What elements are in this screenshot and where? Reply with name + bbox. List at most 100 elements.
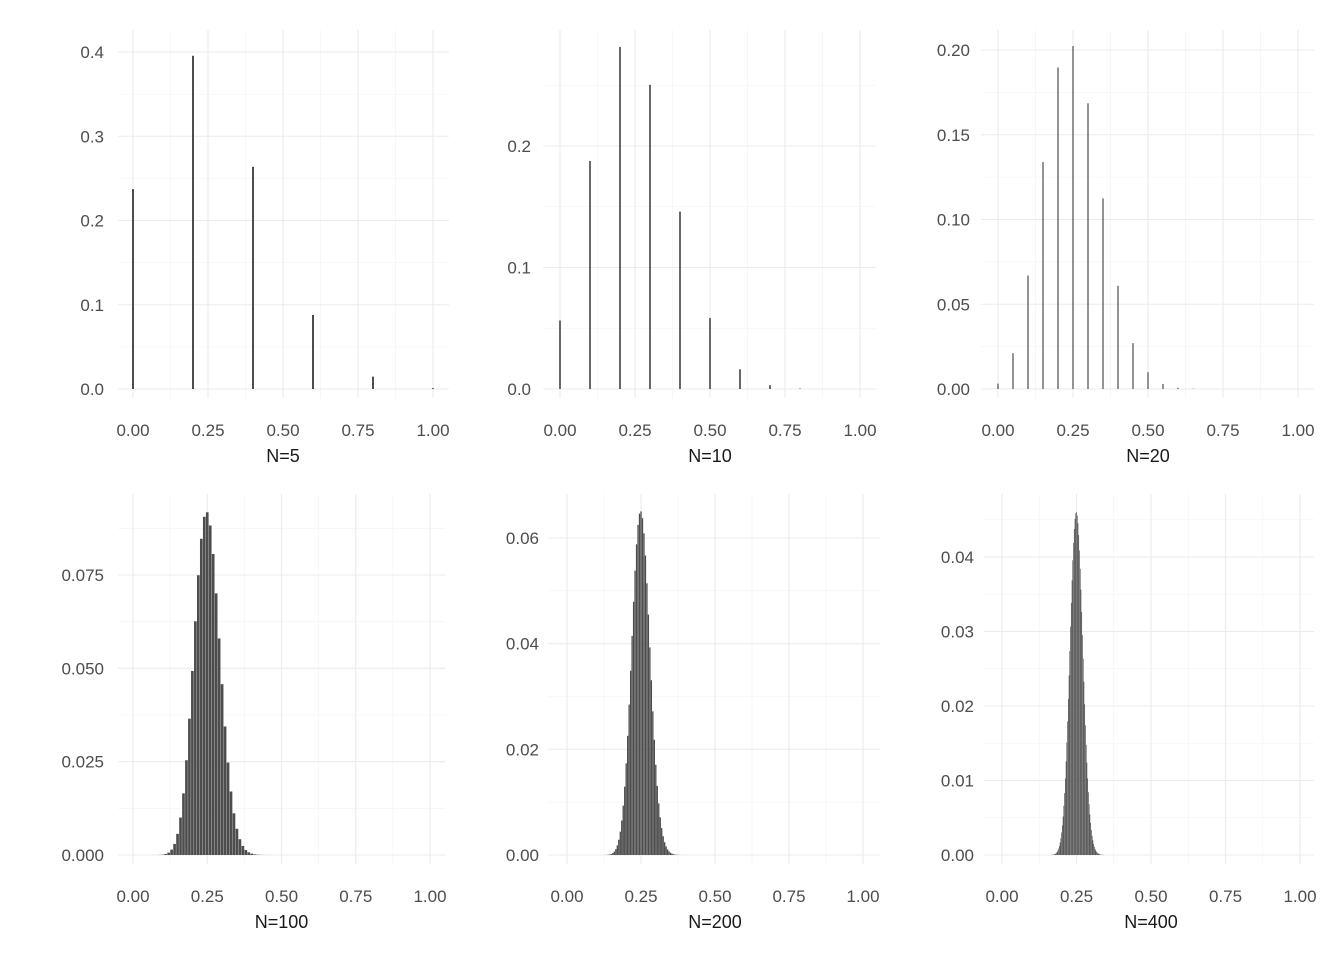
bar bbox=[192, 55, 194, 389]
y-tick-label: 0.06 bbox=[506, 529, 539, 548]
y-tick-labels: 0.00 0.02 0.04 0.06 bbox=[506, 529, 539, 865]
bar bbox=[649, 84, 651, 390]
bar bbox=[640, 511, 642, 855]
bar bbox=[1092, 840, 1094, 855]
bar bbox=[1056, 852, 1057, 855]
y-tick-label: 0.000 bbox=[61, 846, 104, 865]
bar bbox=[1093, 843, 1094, 855]
bar bbox=[1102, 198, 1104, 389]
bar bbox=[1061, 832, 1062, 855]
y-tick-label: 0.10 bbox=[937, 211, 970, 230]
bar bbox=[666, 849, 669, 855]
bar bbox=[658, 803, 660, 855]
bar bbox=[372, 376, 374, 389]
bar bbox=[164, 854, 168, 855]
bar bbox=[1076, 515, 1078, 855]
x-tick-label: 0.50 bbox=[265, 887, 298, 906]
bar bbox=[1079, 550, 1080, 855]
y-tick-label: 0.075 bbox=[61, 566, 104, 585]
bar bbox=[709, 318, 711, 389]
bar bbox=[238, 839, 242, 855]
bar bbox=[1090, 822, 1091, 855]
y-tick-label: 0.00 bbox=[941, 846, 974, 865]
grid bbox=[984, 494, 1314, 864]
bar bbox=[208, 525, 212, 855]
bar bbox=[621, 820, 623, 855]
y-tick-label: 0.00 bbox=[506, 846, 539, 865]
bar bbox=[662, 836, 664, 855]
grid bbox=[118, 494, 445, 864]
bar bbox=[1091, 829, 1092, 855]
bar bbox=[220, 684, 224, 855]
x-tick-label: 0.75 bbox=[768, 421, 801, 440]
bar bbox=[624, 786, 626, 855]
x-tick-labels: 0.00 0.25 0.50 0.75 1.00 bbox=[543, 421, 876, 440]
bar bbox=[1076, 512, 1077, 855]
bars bbox=[604, 511, 681, 855]
bar bbox=[1100, 854, 1101, 855]
bar bbox=[631, 635, 633, 855]
bar bbox=[627, 735, 629, 855]
bar bbox=[1065, 761, 1067, 855]
y-tick-label: 0.1 bbox=[80, 296, 104, 315]
bar bbox=[613, 851, 616, 855]
bar bbox=[1062, 816, 1064, 855]
bar bbox=[1058, 848, 1059, 855]
bar bbox=[1075, 513, 1077, 855]
y-tick-label: 0.3 bbox=[80, 127, 104, 146]
y-tick-label: 0.2 bbox=[80, 212, 104, 231]
bar bbox=[643, 533, 645, 855]
bar bbox=[618, 839, 620, 855]
bar bbox=[188, 718, 191, 855]
y-tick-label: 0.05 bbox=[937, 295, 970, 314]
y-tick-labels: 0.0 0.1 0.2 0.3 0.4 bbox=[80, 43, 104, 399]
bar bbox=[202, 516, 206, 855]
bar bbox=[1082, 635, 1083, 855]
bar bbox=[664, 842, 666, 855]
bar bbox=[1117, 285, 1119, 389]
chart-panel-n200: 0.00 0.02 0.04 0.06 0.00 0.25 0.50 0.75 1.00 N=20… bbox=[448, 480, 880, 950]
bar bbox=[226, 762, 230, 855]
y-tick-labels: 0.00 0.05 0.10 0.15 0.20 bbox=[937, 41, 970, 399]
bar bbox=[432, 388, 434, 389]
bar bbox=[656, 785, 658, 855]
bar bbox=[1132, 343, 1134, 389]
y-tick-label: 0.0 bbox=[507, 380, 531, 399]
bar bbox=[1068, 675, 1070, 855]
bar bbox=[253, 854, 257, 855]
x-tick-labels: 0.00 0.25 0.50 0.75 1.00 bbox=[985, 887, 1316, 906]
x-tick-label: 0.50 bbox=[698, 887, 731, 906]
bar bbox=[671, 853, 673, 855]
x-tick-labels: 0.00 0.25 0.50 0.75 1.00 bbox=[981, 421, 1314, 440]
bar bbox=[1091, 835, 1093, 855]
bar bbox=[646, 583, 648, 855]
x-tick-label: 0.25 bbox=[191, 887, 224, 906]
bar bbox=[247, 852, 251, 855]
bar bbox=[197, 575, 200, 855]
bar bbox=[589, 160, 591, 389]
x-tick-label: 0.00 bbox=[550, 887, 583, 906]
x-tick-label: 0.75 bbox=[1209, 887, 1242, 906]
x-tick-label: 0.00 bbox=[981, 421, 1014, 440]
x-axis-label: N=200 bbox=[688, 912, 742, 932]
bar bbox=[1066, 742, 1068, 855]
bar bbox=[1087, 778, 1089, 855]
x-tick-label: 0.25 bbox=[1060, 887, 1093, 906]
bar bbox=[1072, 46, 1074, 389]
y-tick-label: 0.4 bbox=[80, 43, 104, 62]
bar bbox=[176, 833, 179, 855]
bar bbox=[182, 793, 185, 855]
bar bbox=[1096, 851, 1097, 855]
bar bbox=[229, 791, 233, 855]
y-tick-label: 0.15 bbox=[937, 126, 970, 145]
bar bbox=[616, 845, 618, 855]
bar bbox=[652, 711, 654, 855]
bar bbox=[1088, 792, 1089, 855]
y-tick-label: 0.0 bbox=[80, 380, 104, 399]
bar bbox=[1087, 103, 1089, 389]
chart-panel-n100: 0.000 0.025 0.050 0.075 0.00 0.25 0.50 0.75 1.00… bbox=[0, 480, 447, 950]
bars bbox=[559, 46, 831, 390]
chart-panel-n20: 0.00 0.05 0.10 0.15 0.20 0.00 0.25 0.50 0.75 1.00… bbox=[896, 10, 1326, 480]
bar bbox=[739, 369, 741, 389]
chart-panel-n5: 0.0 0.1 0.2 0.3 0.4 0.00 0.25 0.50 0.75 1.00 N=5 bbox=[0, 10, 450, 480]
